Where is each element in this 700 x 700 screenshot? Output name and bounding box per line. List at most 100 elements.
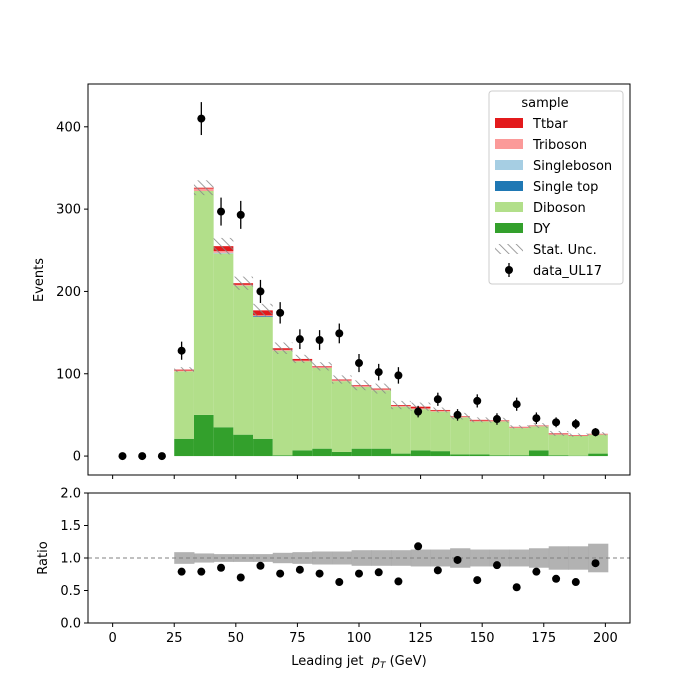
stat-unc-hatch	[351, 380, 372, 391]
bar-dy	[489, 455, 510, 457]
legend-label: data_UL17	[533, 264, 602, 279]
legend-label: Singleboson	[533, 159, 612, 174]
x-tick-label: 100	[347, 631, 372, 646]
x-axis-label-subscript: T	[380, 661, 387, 671]
legend-data-marker	[505, 266, 513, 274]
x-tick-label: 50	[228, 631, 245, 646]
x-axis-label-symbol: p	[371, 654, 380, 669]
y-tick-label: 100	[56, 367, 81, 382]
ratio-point	[473, 576, 482, 585]
bar-dy	[450, 454, 470, 457]
main-stack-plot: 0 100 200 300 400 sample Ttbar Triboson Singlebo…	[56, 83, 631, 479]
ratio-y-tick-label: 1.0	[60, 552, 81, 567]
ratio-unc-band	[272, 552, 293, 564]
legend-label: Diboson	[533, 201, 586, 216]
bar-diboson	[253, 316, 273, 439]
legend-swatch-dy	[495, 223, 523, 233]
data-point	[512, 400, 521, 409]
ratio-point	[197, 567, 206, 576]
ratio-unc-band	[588, 543, 609, 573]
top-ylabel: Events	[32, 258, 47, 302]
ratio-point	[295, 565, 304, 574]
ratio-y-tick-label: 2.0	[60, 487, 81, 502]
bar-diboson	[469, 421, 490, 455]
data-point	[374, 368, 383, 377]
bar-diboson	[312, 367, 332, 449]
legend: sample Ttbar Triboson Singleboson Single top…	[488, 90, 624, 285]
ratio-point	[217, 563, 226, 572]
bar-diboson	[410, 409, 431, 451]
data-point	[295, 335, 304, 344]
data-point	[591, 428, 600, 437]
ratio-point	[374, 568, 383, 577]
bar-dy	[548, 455, 569, 457]
bar-dy	[351, 448, 372, 457]
ratio-unc-band	[174, 552, 195, 564]
data-point	[118, 452, 127, 461]
data-point	[197, 114, 206, 123]
ratio-point	[394, 577, 403, 586]
bar-dy	[331, 451, 352, 457]
x-tick-label: 175	[531, 631, 556, 646]
legend-swatch-stat-unc	[495, 244, 523, 254]
bar-dy	[292, 450, 313, 457]
y-tick-label: 0	[73, 450, 81, 465]
bar-diboson	[272, 350, 293, 456]
ratio-point	[355, 569, 363, 578]
stat-unc-hatch	[272, 342, 293, 354]
legend-label: Triboson	[532, 138, 587, 153]
x-tick-label: 150	[470, 631, 495, 646]
bar-dy	[253, 438, 273, 457]
data-point	[394, 371, 403, 380]
bar-diboson	[331, 381, 352, 452]
legend-swatch-diboson	[495, 202, 523, 212]
bar-dy	[213, 427, 234, 457]
x-tick-label: 125	[408, 631, 433, 646]
stat-unc-hatch	[233, 276, 254, 290]
data-point	[236, 210, 245, 219]
data-point	[492, 415, 501, 424]
stat-unc-hatch	[371, 383, 392, 394]
bar-diboson	[568, 435, 589, 456]
x-axis-label-unit: (GeV)	[385, 654, 426, 669]
bar-diboson	[174, 371, 194, 439]
ratio-unc-band	[292, 552, 313, 564]
y-tick-label: 300	[56, 203, 81, 218]
ratio-point	[453, 555, 462, 564]
stat-unc-hatch	[528, 423, 549, 429]
ratio-point	[177, 567, 186, 576]
data-point	[571, 419, 580, 428]
bar-dy	[410, 450, 431, 457]
bar-dy	[312, 448, 332, 457]
bar-dy	[509, 455, 529, 457]
ratio-point	[335, 578, 344, 587]
legend-swatch-singleboson	[495, 160, 523, 170]
stat-unc-hatch	[469, 417, 490, 423]
stat-unc-hatch	[174, 367, 194, 373]
stat-unc-hatch	[391, 400, 411, 410]
bottom-ylabel: Ratio	[36, 541, 51, 574]
ratio-unc-band	[469, 549, 491, 567]
bar-dy	[371, 448, 392, 457]
ratio-point	[532, 567, 541, 576]
data-point	[414, 407, 423, 416]
ratio-point	[492, 561, 501, 570]
stat-unc-hatch	[548, 430, 569, 436]
stat-unc-hatch	[253, 303, 273, 317]
bar-diboson	[292, 361, 313, 451]
ratio-unc-band	[371, 550, 392, 566]
x-tick-label: 200	[593, 631, 618, 646]
bar-dy	[391, 453, 411, 457]
legend-label: DY	[533, 222, 550, 237]
bar-diboson	[391, 406, 411, 454]
ratio-point	[414, 542, 423, 551]
bar-diboson	[450, 417, 470, 455]
data-point	[177, 346, 186, 355]
bar-dy	[528, 450, 549, 457]
bar-diboson	[588, 434, 608, 454]
ratio-point	[236, 573, 245, 582]
bar-dy	[233, 434, 254, 457]
bar-diboson	[371, 390, 392, 449]
bar-diboson	[351, 386, 372, 449]
data-point	[433, 395, 442, 404]
